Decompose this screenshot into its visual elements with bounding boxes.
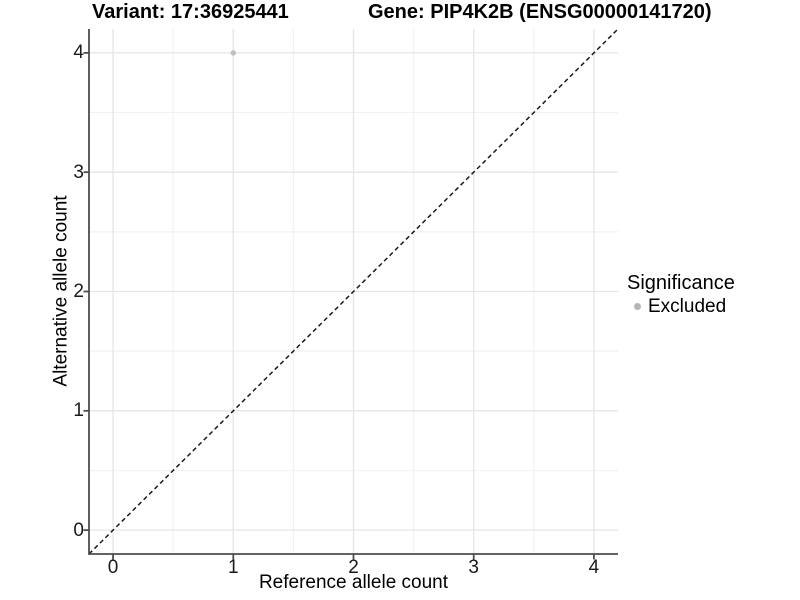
data-point (230, 50, 236, 56)
gene-title: Gene: PIP4K2B (ENSG00000141720) (368, 1, 712, 23)
legend: Significance Excluded (627, 271, 735, 318)
identity-dashed-line (88, 28, 619, 555)
y-tick-label: 1 (73, 400, 84, 422)
variant-title: Variant: 17:36925441 (92, 1, 289, 23)
excluded-point-icon (634, 303, 641, 310)
y-tick-label: 4 (73, 42, 84, 64)
x-tick-label: 4 (588, 557, 600, 578)
y-tick-label: 2 (73, 281, 84, 302)
y-axis-title: Alternative allele count (50, 195, 72, 387)
plot-panel (83, 28, 619, 560)
x-tick-label: 2 (348, 557, 359, 578)
legend-item-excluded: Excluded (627, 295, 735, 318)
x-tick-label: 0 (107, 557, 119, 578)
y-tick-label: 3 (73, 161, 84, 183)
x-tick-label: 1 (227, 557, 239, 578)
plot-canvas (83, 28, 619, 560)
x-axis-title: Reference allele count (258, 572, 449, 593)
legend-item-label: Excluded (648, 296, 727, 317)
legend-title: Significance (627, 272, 735, 294)
y-tick-label: 0 (73, 519, 84, 541)
x-tick-label: 3 (468, 557, 479, 578)
